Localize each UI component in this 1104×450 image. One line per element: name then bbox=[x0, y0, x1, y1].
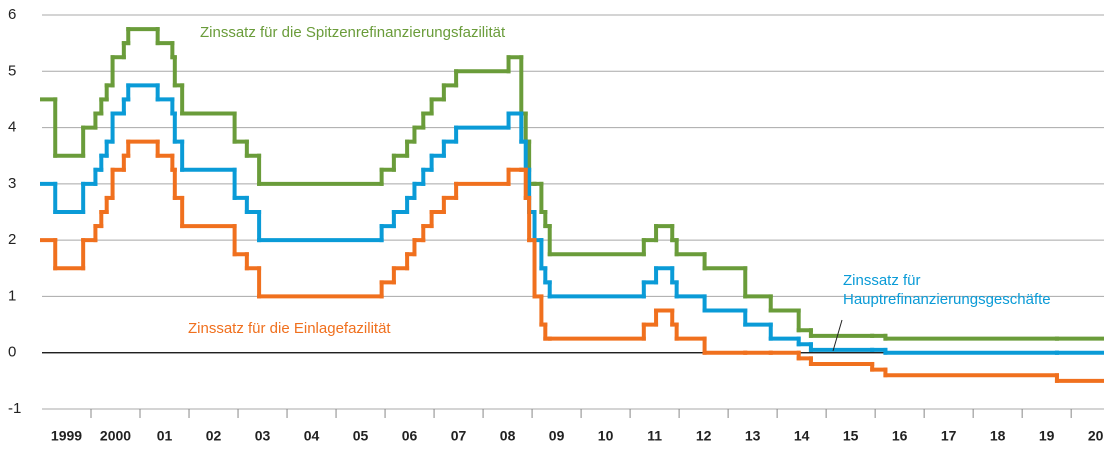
x-tick-label: 09 bbox=[549, 428, 565, 444]
series-label: Zinssatz für die Einlagefazilität bbox=[188, 320, 391, 337]
x-tick-label: 17 bbox=[941, 428, 957, 444]
x-tick-label: 12 bbox=[696, 428, 712, 444]
series bbox=[40, 83, 1104, 355]
series bbox=[40, 27, 1104, 341]
x-tick-label: 03 bbox=[255, 428, 271, 444]
x-tick-label: 16 bbox=[892, 428, 908, 444]
x-tick-label: 02 bbox=[206, 428, 222, 444]
y-tick-label: 4 bbox=[8, 119, 16, 136]
x-tick-label: 08 bbox=[500, 428, 516, 444]
y-tick-label: 3 bbox=[8, 175, 16, 192]
x-tick-label: 18 bbox=[990, 428, 1006, 444]
x-tick-label: 07 bbox=[451, 428, 467, 444]
x-tick-label: 19 bbox=[1039, 428, 1055, 444]
x-tick-label: 01 bbox=[157, 428, 173, 444]
x-tick-label: 06 bbox=[402, 428, 418, 444]
series-label: Zinssatz für bbox=[843, 272, 921, 289]
x-tick-label: 13 bbox=[745, 428, 761, 444]
x-tick-label: 05 bbox=[353, 428, 369, 444]
x-tick-label: 2000 bbox=[100, 428, 131, 444]
y-tick-label: 2 bbox=[8, 231, 16, 248]
y-tick-label: -1 bbox=[8, 400, 21, 417]
y-tick-label: 5 bbox=[8, 62, 16, 79]
x-tick-label: 11 bbox=[647, 428, 662, 444]
series bbox=[40, 139, 1104, 383]
series-label: Hauptrefinanzierungsgeschäfte bbox=[843, 291, 1051, 308]
y-tick-label: 6 bbox=[8, 6, 16, 23]
y-tick-label: 1 bbox=[8, 287, 16, 304]
x-tick-label: 20 bbox=[1088, 428, 1104, 444]
x-tick-label: 04 bbox=[304, 428, 320, 444]
y-tick-label: 0 bbox=[8, 344, 16, 361]
x-tick-label: 15 bbox=[843, 428, 859, 444]
x-tick-label: 10 bbox=[598, 428, 614, 444]
x-tick-label: 1999 bbox=[51, 428, 82, 444]
leader-line bbox=[832, 319, 843, 352]
x-tick-label: 14 bbox=[794, 428, 810, 444]
series-label: Zinssatz für die Spitzenrefinanzierungsf… bbox=[200, 24, 506, 41]
